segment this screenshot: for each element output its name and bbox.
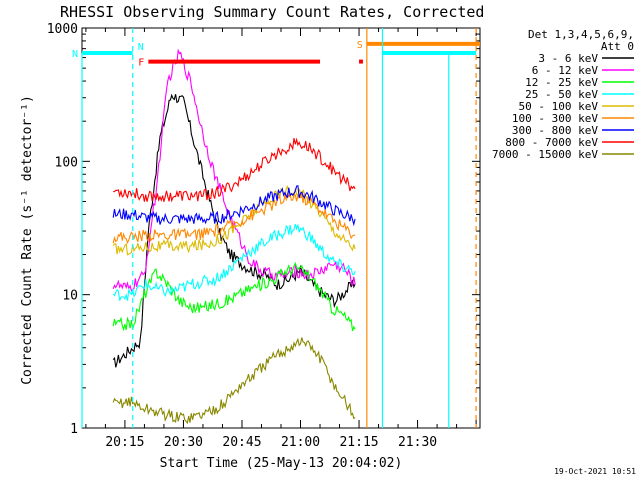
y-tick-label: 1 bbox=[70, 422, 78, 437]
y-tick-label: 10 bbox=[62, 289, 78, 304]
series-line bbox=[112, 337, 356, 425]
y-tick-label: 100 bbox=[55, 155, 78, 170]
series-line bbox=[112, 93, 356, 368]
timestamp: 19-Oct-2021 10:51 bbox=[554, 467, 636, 476]
legend-label: 25 - 50 keV bbox=[525, 88, 598, 101]
legend-header: Att 0 bbox=[601, 40, 634, 53]
x-tick-label: 20:30 bbox=[164, 435, 203, 450]
y-tick-label: 1000 bbox=[47, 22, 78, 37]
series-line bbox=[112, 192, 356, 244]
legend-label: 50 - 100 keV bbox=[519, 100, 599, 113]
legend-label: 800 - 7000 keV bbox=[505, 136, 598, 149]
legend-header: Det 1,3,4,5,6,9, bbox=[528, 28, 634, 41]
x-tick-label: 21:30 bbox=[398, 435, 437, 450]
series-line bbox=[112, 48, 356, 292]
x-axis-label: Start Time (25-May-13 20:04:02) bbox=[160, 456, 403, 471]
legend-label: 7000 - 15000 keV bbox=[492, 148, 598, 161]
x-tick-label: 21:00 bbox=[281, 435, 320, 450]
plot-area: 1 10 100 1000 20:15 20:30 20:45 21:00 21:15 21:30… bbox=[47, 22, 481, 450]
x-tick-label: 20:45 bbox=[222, 435, 261, 450]
legend-label: 6 - 12 keV bbox=[532, 64, 599, 77]
time-marker-label: N bbox=[138, 42, 144, 53]
series-line bbox=[113, 137, 356, 203]
legend-label: 3 - 6 keV bbox=[538, 52, 598, 65]
series-line bbox=[112, 185, 356, 227]
y-axis-label: Corrected Count Rate (s⁻¹ detector⁻¹) bbox=[20, 95, 35, 385]
series-line bbox=[112, 261, 356, 332]
x-tick-label: 21:15 bbox=[339, 435, 378, 450]
plot-frame bbox=[81, 27, 481, 429]
legend-label: 100 - 300 keV bbox=[512, 112, 598, 125]
state-bar-label: S bbox=[357, 40, 363, 51]
chart-title: RHESSI Observing Summary Count Rates, Co… bbox=[60, 3, 484, 21]
state-bar-label: F bbox=[138, 58, 144, 69]
series-line bbox=[112, 224, 356, 301]
x-tick-label: 20:15 bbox=[105, 435, 144, 450]
legend-label: 12 - 25 keV bbox=[525, 76, 598, 89]
legend-label: 300 - 800 keV bbox=[512, 124, 598, 137]
state-bar-label: N bbox=[72, 49, 78, 60]
